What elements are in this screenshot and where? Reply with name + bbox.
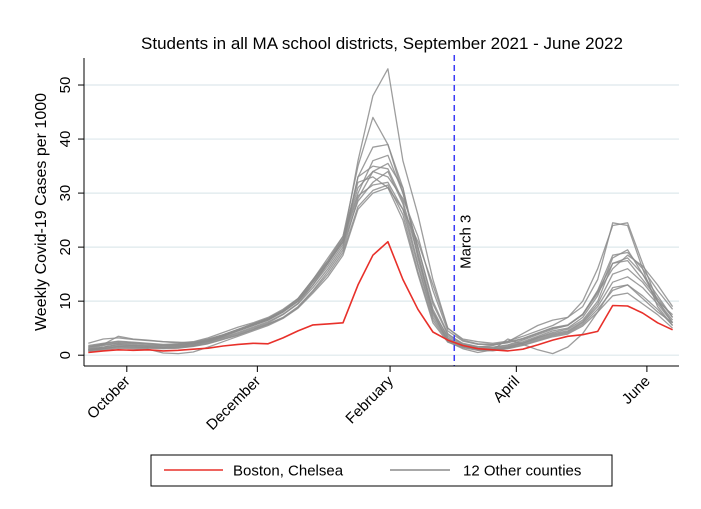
x-tick-label: February — [342, 372, 397, 427]
y-axis-title: Weekly Covid-19 Cases per 1000 — [33, 93, 50, 331]
series-line-other-county-8 — [88, 184, 674, 351]
y-tick-label: 10 — [57, 293, 74, 310]
y-axis-ticks: 0 10 20 30 40 50 — [57, 77, 84, 359]
axes — [83, 58, 679, 367]
march-3-annotation: March 3 — [457, 215, 474, 269]
y-tick-label: 0 — [57, 351, 74, 359]
x-axis-ticks: October December February April June — [84, 366, 654, 434]
y-tick-label: 40 — [57, 131, 74, 148]
series-line-other-county-0 — [88, 68, 674, 348]
series-line-other-county-1 — [88, 116, 674, 348]
series-line-other-county-9 — [88, 176, 674, 348]
y-tick-label: 30 — [57, 185, 74, 202]
legend-box — [150, 454, 613, 487]
x-tick-label: April — [490, 373, 523, 406]
legend: Boston, Chelsea 12 Other counties — [150, 454, 613, 487]
y-tick-label: 50 — [57, 77, 74, 94]
series-lines — [88, 68, 674, 355]
x-tick-label: June — [619, 373, 654, 408]
series-line-other-county-10 — [88, 187, 674, 355]
series-line-other-county-11 — [88, 165, 673, 355]
y-tick-label: 20 — [57, 239, 74, 256]
x-tick-label: October — [84, 373, 134, 423]
legend-label-boston: Boston, Chelsea — [233, 463, 344, 480]
chart-title: Students in all MA school districts, Sep… — [141, 34, 623, 53]
legend-label-other-counties: 12 Other counties — [463, 463, 581, 480]
x-tick-label: December — [203, 373, 264, 434]
series-line-boston — [88, 240, 673, 354]
